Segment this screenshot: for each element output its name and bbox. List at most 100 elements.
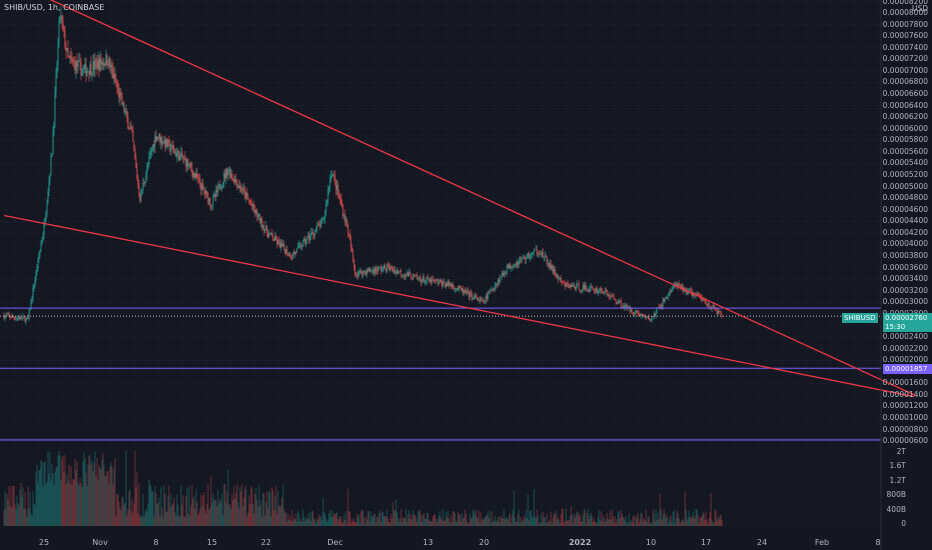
candle-body: [431, 279, 433, 284]
volume-bar: [10, 485, 12, 526]
candle-body: [205, 190, 207, 195]
volume-bar: [517, 514, 519, 526]
volume-bar: [372, 517, 374, 526]
volume-bar: [322, 497, 324, 526]
candle-body: [504, 272, 506, 274]
volume-bar: [349, 511, 351, 526]
volume-bar: [109, 466, 111, 526]
candle-body: [125, 111, 127, 113]
candle-body: [219, 184, 221, 190]
candle-body: [435, 279, 437, 282]
candle-body: [334, 175, 336, 180]
candle-body: [403, 275, 405, 276]
volume-bar: [89, 454, 91, 526]
volume-bar: [483, 518, 485, 526]
volume-bar: [28, 508, 30, 526]
candle-body: [489, 290, 491, 294]
volume-bar: [71, 484, 73, 526]
candle-body: [201, 183, 203, 191]
volume-bar: [279, 505, 281, 526]
volume-bar: [321, 520, 323, 526]
candle-body: [518, 260, 520, 265]
volume-bar: [39, 468, 41, 526]
volume-bar: [225, 503, 227, 526]
volume-bar: [612, 516, 614, 526]
candle-body: [41, 239, 43, 245]
candle-body: [126, 111, 128, 118]
volume-bar: [719, 515, 721, 526]
volume-bar: [287, 513, 289, 526]
volume-bar: [491, 511, 493, 526]
volume-bar: [54, 472, 56, 526]
volume-bar: [514, 517, 516, 526]
price-tick-label: 0.00000800: [882, 424, 928, 434]
volume-bar: [472, 509, 474, 526]
candle-body: [462, 288, 464, 294]
candle-body: [634, 311, 636, 315]
candle-body: [669, 291, 671, 294]
candle-body: [267, 232, 269, 238]
candle-body: [472, 298, 474, 300]
candle-body: [616, 301, 618, 304]
candle-body: [83, 68, 85, 69]
volume-bar: [669, 520, 671, 526]
volume-bar: [268, 491, 270, 526]
volume-bar: [216, 506, 218, 526]
volume-bar: [178, 515, 180, 526]
volume-bar: [522, 520, 524, 526]
candle-body: [210, 205, 212, 207]
volume-bar: [275, 485, 277, 526]
volume-bar: [125, 451, 127, 526]
volume-bar: [17, 503, 19, 526]
candle-body: [24, 317, 26, 322]
candle-body: [208, 198, 210, 203]
volume-bar: [116, 493, 118, 526]
volume-bar: [38, 470, 40, 526]
volume-bar: [199, 508, 201, 526]
candle-body: [473, 296, 475, 299]
candle-body: [574, 286, 576, 290]
candle-body: [573, 284, 575, 287]
volume-bar: [508, 515, 510, 526]
candle-body: [236, 182, 238, 188]
symbol-title[interactable]: SHIB/USD, 1h, COINBASE: [4, 3, 105, 12]
candle-body: [395, 271, 397, 274]
volume-bar: [175, 516, 177, 526]
volume-bar: [297, 510, 299, 526]
volume-bar: [603, 517, 605, 526]
candle-body: [157, 136, 159, 138]
volume-bar: [482, 519, 484, 526]
volume-bar: [585, 523, 587, 526]
candle-body: [690, 289, 692, 291]
horizontal-lines[interactable]: [0, 307, 881, 441]
candle-body: [590, 286, 592, 288]
trendline-lower[interactable]: [3, 214, 915, 398]
candle-body: [492, 288, 494, 291]
trendlines[interactable]: [3, 0, 915, 398]
candle-body: [378, 267, 380, 268]
candle-body: [13, 317, 15, 319]
price-axis[interactable]: 0.00008200 0.00008000 0.00007800 0.00007600…: [881, 0, 932, 550]
trendline-upper[interactable]: [4, 0, 915, 396]
volume-bar: [294, 519, 296, 526]
volume-bar: [149, 484, 151, 526]
volume-bar: [452, 511, 454, 526]
candle-body: [655, 310, 657, 316]
volume-bar: [673, 509, 675, 526]
candle-body: [439, 280, 441, 282]
volume-bar: [484, 517, 486, 526]
price-tick-label: 0.00003600: [882, 262, 928, 272]
volume-bar: [459, 514, 461, 526]
volume-bar: [81, 486, 83, 526]
volume-bar: [238, 508, 240, 526]
candle-body: [640, 313, 642, 317]
candle-body: [531, 252, 533, 256]
candle-body: [276, 240, 278, 244]
candle-body: [220, 188, 222, 190]
candle-body: [549, 263, 551, 269]
candle-body: [662, 298, 664, 307]
volume-bar: [267, 508, 269, 526]
volume-bar: [55, 467, 57, 526]
